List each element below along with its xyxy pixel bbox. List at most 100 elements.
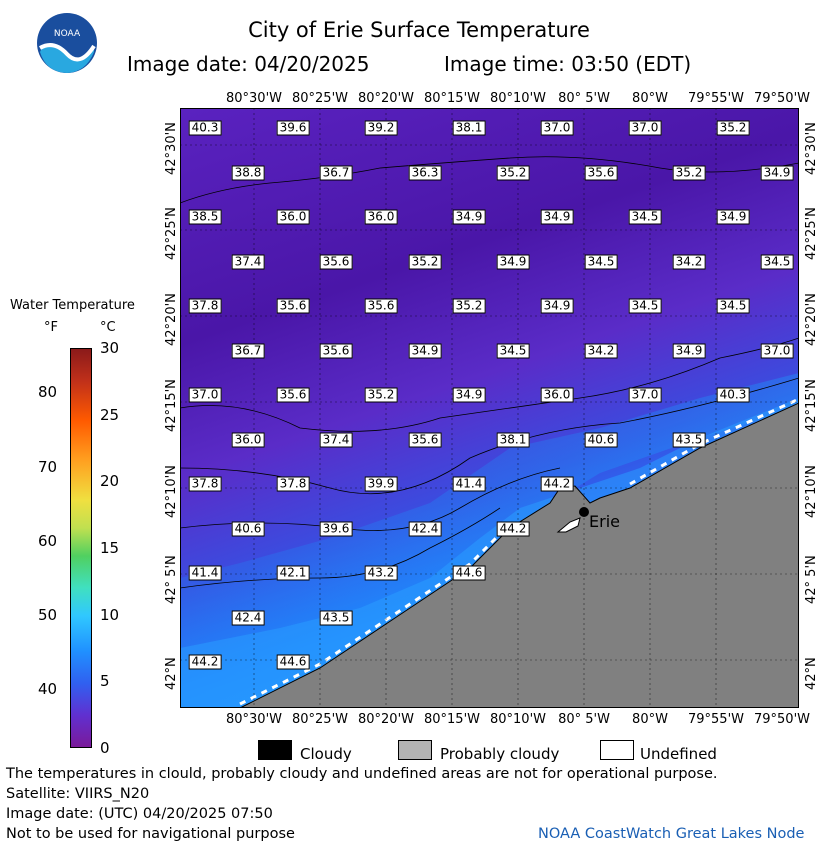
temperature-value: 41.4 bbox=[452, 476, 486, 492]
cloudy-swatch bbox=[258, 740, 292, 760]
temperature-value: 35.2 bbox=[364, 387, 398, 403]
credit-link[interactable]: NOAA CoastWatch Great Lakes Node bbox=[538, 826, 805, 842]
temperature-value: 34.9 bbox=[716, 209, 750, 225]
colorbar-c-tick: 0 bbox=[100, 739, 110, 757]
temperature-value: 37.8 bbox=[276, 476, 310, 492]
temperature-value: 34.9 bbox=[496, 254, 530, 269]
temperature-value: 34.5 bbox=[760, 254, 794, 269]
temperature-value: 44.2 bbox=[540, 476, 574, 492]
temperature-value: 34.5 bbox=[584, 254, 618, 269]
lat-label: 42°15'N bbox=[164, 379, 179, 432]
lon-label: 80°10'W bbox=[489, 712, 546, 727]
lon-label: 80°25'W bbox=[291, 91, 348, 106]
lon-label: 80°W bbox=[632, 91, 668, 106]
temperature-value: 37.8 bbox=[188, 476, 222, 492]
image-date: Image date: 04/20/2025 bbox=[127, 52, 370, 76]
temperature-value: 42.1 bbox=[276, 565, 310, 581]
temperature-value: 37.0 bbox=[188, 387, 222, 403]
lon-label: 79°55'W bbox=[687, 91, 744, 106]
lon-label: 79°50'W bbox=[753, 712, 810, 727]
temperature-value: 34.9 bbox=[760, 165, 794, 180]
lon-label: 80° 5'W bbox=[558, 712, 610, 727]
temperature-value: 34.5 bbox=[716, 298, 750, 314]
temperature-value: 40.6 bbox=[231, 521, 265, 536]
lon-label: 80°30'W bbox=[225, 712, 282, 727]
temperature-value: 43.2 bbox=[364, 565, 398, 581]
temperature-value: 36.7 bbox=[231, 343, 265, 358]
lat-label: 42°10'N bbox=[804, 465, 819, 518]
lat-label: 42°15'N bbox=[804, 379, 819, 432]
erie-city-marker bbox=[579, 507, 589, 517]
temperature-value: 35.6 bbox=[319, 343, 353, 358]
temperature-value: 43.5 bbox=[319, 610, 353, 625]
undefined-swatch bbox=[600, 740, 634, 760]
temperature-value: 39.9 bbox=[364, 476, 398, 492]
lon-label: 80°W bbox=[632, 712, 668, 727]
temperature-value: 40.3 bbox=[716, 387, 750, 403]
temperature-value: 34.5 bbox=[628, 298, 662, 314]
colorbar-f-tick: 60 bbox=[38, 531, 58, 550]
lat-label: 42°30'N bbox=[164, 122, 179, 175]
temperature-value: 34.2 bbox=[584, 343, 618, 358]
temperature-value: 38.1 bbox=[496, 432, 530, 447]
temperature-value: 44.6 bbox=[452, 565, 486, 581]
lat-label: 42°20'N bbox=[804, 293, 819, 346]
temperature-labels: 40.3 39.6 39.2 38.1 37.0 37.0 35.2 38.8 36.7 36.3… bbox=[180, 108, 799, 708]
page-title: City of Erie Surface Temperature bbox=[248, 18, 590, 42]
temperature-value: 35.2 bbox=[452, 298, 486, 314]
temperature-value: 36.0 bbox=[276, 209, 310, 225]
legend-unit-c: °C bbox=[100, 320, 116, 335]
lat-label: 42°30'N bbox=[804, 122, 819, 175]
isotherm-contour bbox=[180, 507, 501, 589]
temperature-value: 35.6 bbox=[276, 298, 310, 314]
legend-title: Water Temperature bbox=[10, 298, 135, 313]
temperature-value: 40.3 bbox=[188, 120, 222, 136]
temperature-value: 35.6 bbox=[319, 254, 353, 269]
lat-label: 42°20'N bbox=[164, 293, 179, 346]
temperature-value: 35.2 bbox=[672, 165, 706, 180]
lon-label: 80°25'W bbox=[291, 712, 348, 727]
temperature-value: 42.4 bbox=[408, 521, 442, 536]
temperature-value: 44.6 bbox=[276, 654, 310, 670]
presque-isle bbox=[556, 517, 581, 533]
temperature-value: 34.5 bbox=[628, 209, 662, 225]
colorbar-c-tick: 20 bbox=[100, 472, 120, 491]
temperature-value: 38.5 bbox=[188, 209, 222, 225]
temperature-value: 34.9 bbox=[452, 387, 486, 403]
lon-label: 80°30'W bbox=[225, 91, 282, 106]
temperature-value: 40.6 bbox=[584, 432, 618, 447]
lat-label: 42°N bbox=[164, 657, 179, 690]
temperature-value: 34.9 bbox=[672, 343, 706, 358]
temperature-value: 44.2 bbox=[188, 654, 222, 670]
noaa-logo: NOAA bbox=[36, 12, 98, 74]
temperature-value: 36.3 bbox=[408, 165, 442, 180]
colorbar-f-tick: 80 bbox=[38, 383, 58, 402]
temperature-value: 37.0 bbox=[760, 343, 794, 358]
lat-label: 42°10'N bbox=[164, 465, 179, 518]
colorbar-f-tick: 40 bbox=[38, 679, 58, 698]
colorbar-c-tick: 5 bbox=[100, 672, 110, 691]
temperature-value: 39.6 bbox=[276, 120, 310, 136]
lon-label: 79°55'W bbox=[687, 712, 744, 727]
probably-cloudy-swatch bbox=[398, 740, 432, 760]
noaa-logo-icon: NOAA bbox=[37, 13, 97, 73]
lon-label: 80°20'W bbox=[357, 712, 414, 727]
legend-unit-f: °F bbox=[44, 320, 58, 335]
lat-label: 42°25'N bbox=[804, 207, 819, 260]
footer-nav-warning: Not to be used for navigational purpose bbox=[6, 826, 295, 842]
map-svg bbox=[180, 108, 799, 708]
graticule bbox=[180, 108, 799, 708]
footer-satellite: Satellite: VIIRS_N20 bbox=[6, 786, 150, 802]
temperature-value: 34.9 bbox=[540, 209, 574, 225]
lon-label: 80°15'W bbox=[423, 712, 480, 727]
temperature-value: 42.4 bbox=[231, 610, 265, 625]
colorbar-f-tick: 50 bbox=[38, 605, 58, 624]
temperature-value: 34.2 bbox=[672, 254, 706, 269]
undefined-shoreline bbox=[239, 522, 512, 706]
logo-text: NOAA bbox=[54, 29, 81, 39]
temperature-value: 39.6 bbox=[319, 521, 353, 536]
lat-label: 42°25'N bbox=[164, 207, 179, 260]
temperature-value: 34.9 bbox=[452, 209, 486, 225]
city-label-erie: Erie bbox=[589, 512, 620, 531]
lon-label: 80°15'W bbox=[423, 91, 480, 106]
